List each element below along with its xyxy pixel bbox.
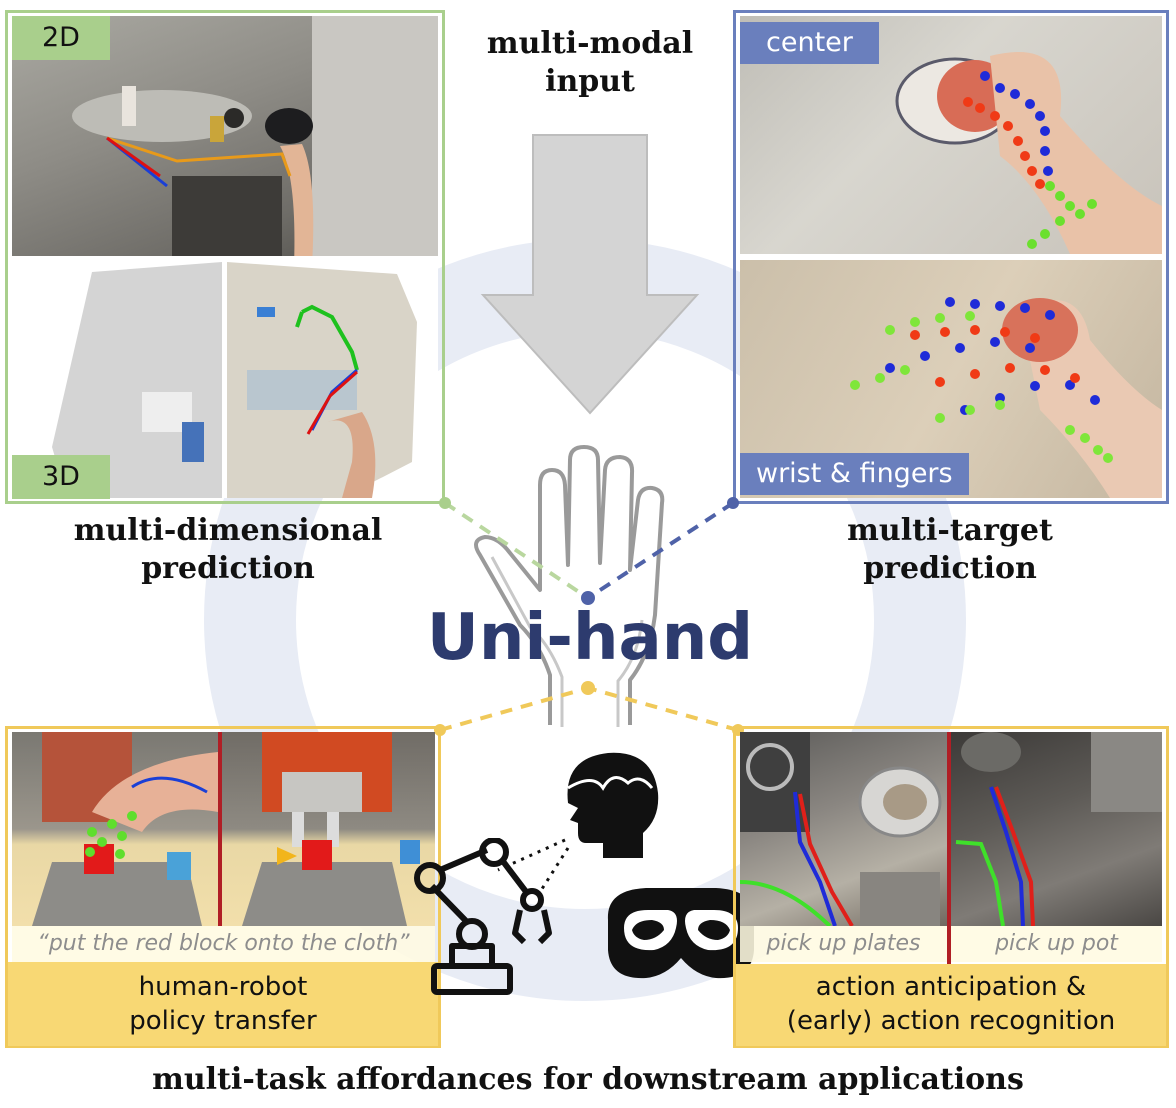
label-line1: multi-dimensional bbox=[73, 513, 383, 548]
label-line2: prediction bbox=[863, 551, 1037, 586]
caption-line1: action anticipation & bbox=[815, 972, 1087, 1002]
multi-target-label: multi-target prediction bbox=[770, 512, 1130, 588]
tag-2d: 2D bbox=[12, 16, 110, 60]
label-line1: multi-target bbox=[847, 513, 1053, 548]
pick-plates-photo bbox=[740, 732, 947, 926]
caption-line2: (early) action recognition bbox=[786, 1006, 1116, 1036]
robot-exec-photo bbox=[222, 732, 435, 926]
multi-dimensional-label: multi-dimensional prediction bbox=[40, 512, 416, 588]
gaze-dots bbox=[497, 838, 570, 893]
pick-pot-photo bbox=[951, 732, 1162, 926]
3d-pointcloud-photo bbox=[12, 262, 438, 498]
tag-center: center bbox=[740, 22, 879, 64]
policy-transfer-caption: human-robot policy transfer bbox=[8, 962, 438, 1046]
divider bbox=[218, 732, 222, 926]
divider bbox=[947, 732, 951, 964]
label-line2: prediction bbox=[141, 551, 315, 586]
tag-3d: 3D bbox=[12, 455, 110, 499]
multi-modal-input-label: multi-modal input bbox=[440, 25, 740, 101]
action-anticipation-caption: action anticipation & (early) action rec… bbox=[736, 964, 1166, 1046]
clip2-label: pick up pot bbox=[951, 926, 1162, 962]
input-line1: multi-modal bbox=[486, 26, 694, 61]
vr-headset-icon bbox=[607, 888, 755, 979]
human-head-icon bbox=[567, 752, 659, 858]
uni-hand-title: Uni-hand bbox=[426, 601, 754, 675]
2d-sink-photo bbox=[12, 16, 438, 256]
hand-outline-icon bbox=[474, 445, 665, 727]
instruction-text: “put the red block onto the cloth” bbox=[12, 926, 435, 962]
tag-wrist-fingers: wrist & fingers bbox=[740, 453, 969, 495]
caption-line2: policy transfer bbox=[129, 1006, 317, 1036]
human-demo-photo bbox=[12, 732, 218, 926]
input-line2: input bbox=[545, 64, 635, 99]
caption-line1: human-robot bbox=[138, 972, 308, 1002]
clip1-label: pick up plates bbox=[740, 926, 947, 962]
bottom-title: multi-task affordances for downstream ap… bbox=[152, 1062, 1024, 1097]
arrow-down-icon bbox=[480, 134, 700, 415]
robot-arm-icon bbox=[414, 838, 552, 995]
